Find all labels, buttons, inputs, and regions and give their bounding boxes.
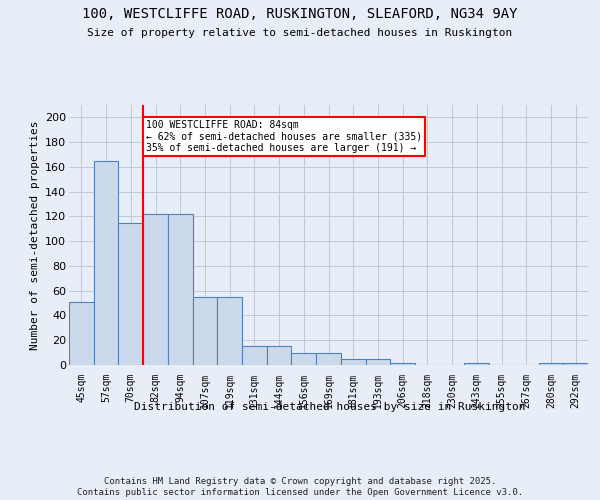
- Bar: [292, 352, 316, 365]
- Text: 100 WESTCLIFFE ROAD: 84sqm
← 62% of semi-detached houses are smaller (335)
35% o: 100 WESTCLIFFE ROAD: 84sqm ← 62% of semi…: [146, 120, 422, 153]
- Text: Contains HM Land Registry data © Crown copyright and database right 2025.
Contai: Contains HM Land Registry data © Crown c…: [77, 478, 523, 497]
- Bar: [217, 297, 242, 365]
- Bar: [464, 362, 489, 365]
- Bar: [539, 362, 563, 365]
- Bar: [341, 359, 365, 365]
- Text: Size of property relative to semi-detached houses in Ruskington: Size of property relative to semi-detach…: [88, 28, 512, 38]
- Bar: [193, 297, 217, 365]
- Bar: [69, 302, 94, 365]
- Bar: [242, 346, 267, 365]
- Bar: [118, 222, 143, 365]
- Text: Distribution of semi-detached houses by size in Ruskington: Distribution of semi-detached houses by …: [134, 402, 526, 412]
- Bar: [563, 362, 588, 365]
- Bar: [316, 352, 341, 365]
- Bar: [365, 359, 390, 365]
- Bar: [390, 362, 415, 365]
- Bar: [168, 214, 193, 365]
- Bar: [94, 160, 118, 365]
- Bar: [143, 214, 168, 365]
- Y-axis label: Number of semi-detached properties: Number of semi-detached properties: [29, 120, 40, 350]
- Bar: [267, 346, 292, 365]
- Text: 100, WESTCLIFFE ROAD, RUSKINGTON, SLEAFORD, NG34 9AY: 100, WESTCLIFFE ROAD, RUSKINGTON, SLEAFO…: [82, 8, 518, 22]
